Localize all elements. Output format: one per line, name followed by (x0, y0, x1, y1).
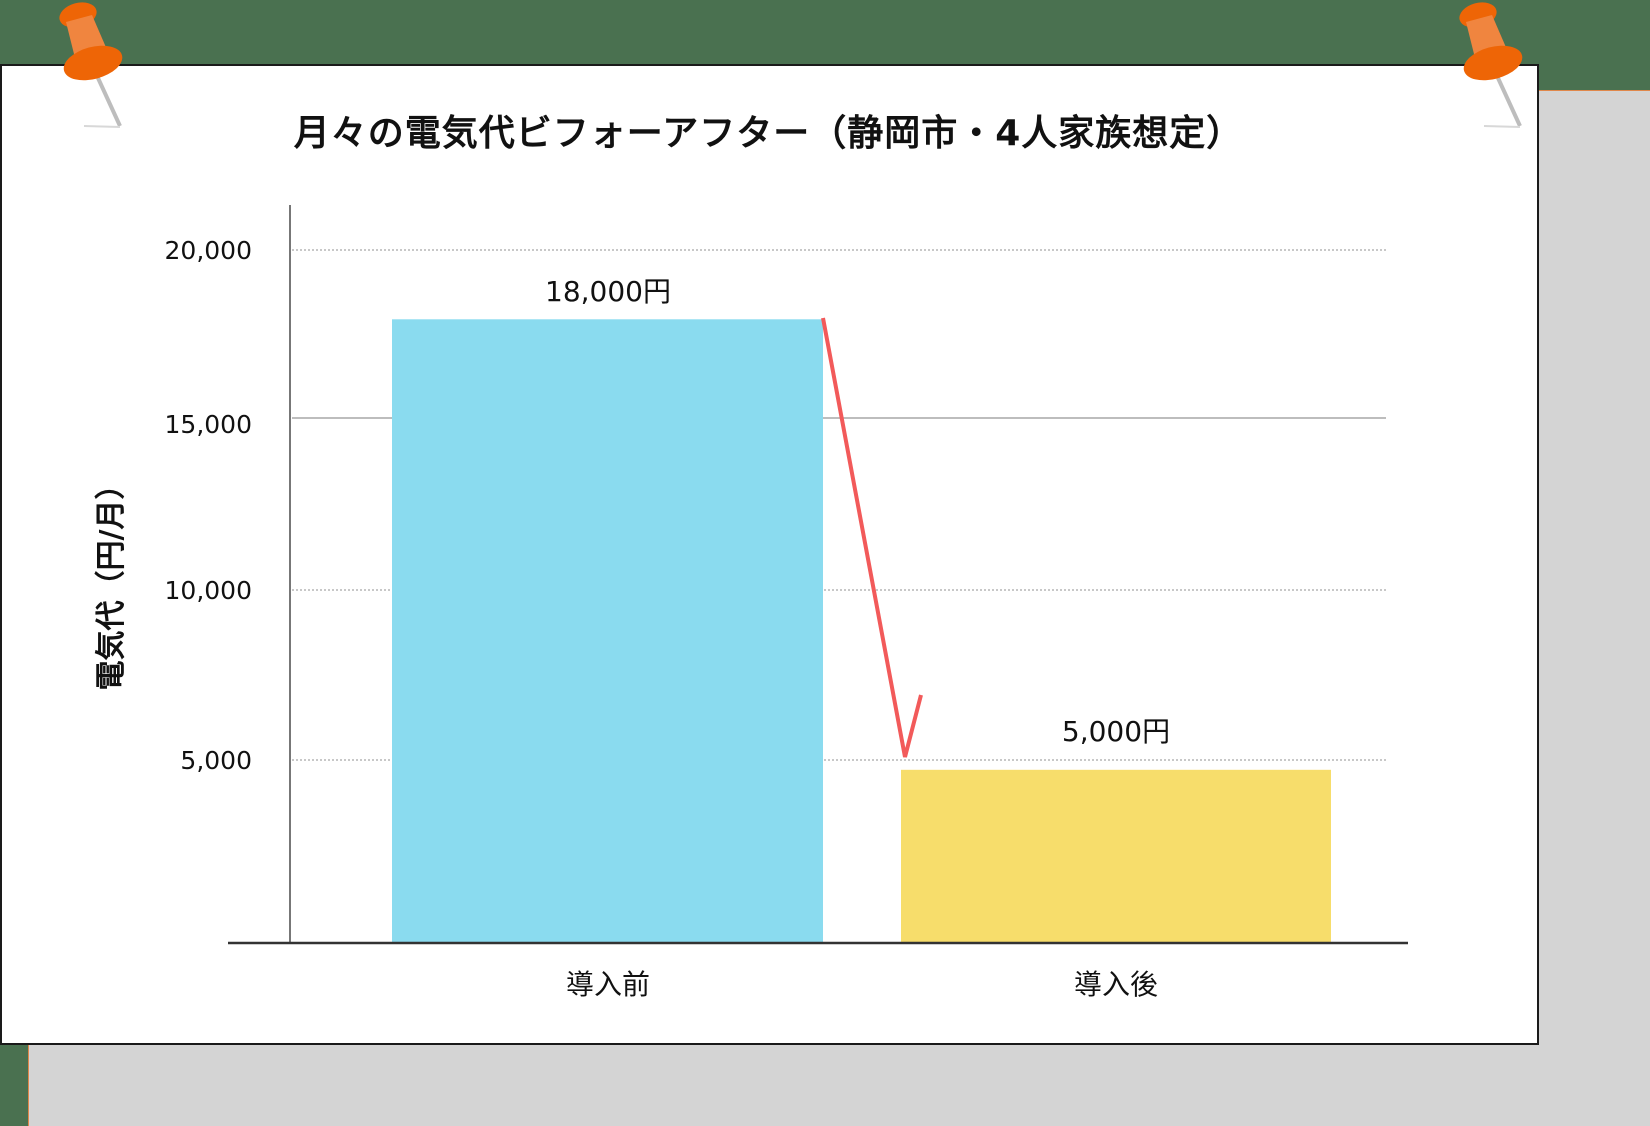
bar-after (901, 769, 1331, 944)
ytick-20000: 20,000 (164, 236, 252, 265)
ytick-10000: 10,000 (164, 576, 252, 605)
xtick-after: 導入後 (1073, 968, 1158, 1001)
chart-title: 月々の電気代ビフォーアフター（静岡市・4人家族想定） (293, 113, 1244, 154)
y-axis-label: 電気代（円/月） (94, 469, 129, 691)
reduction-arrow-icon (821, 317, 923, 758)
bar-label-before: 18,000円 (545, 275, 671, 308)
xtick-before: 導入前 (565, 968, 650, 1001)
pushpin-left-icon (59, 2, 123, 128)
bar-label-after: 5,000円 (1061, 715, 1171, 748)
ytick-15000: 15,000 (164, 410, 252, 439)
bar-before (392, 319, 823, 943)
ytick-5000: 5,000 (180, 746, 252, 775)
pushpin-right-icon (1459, 2, 1523, 128)
